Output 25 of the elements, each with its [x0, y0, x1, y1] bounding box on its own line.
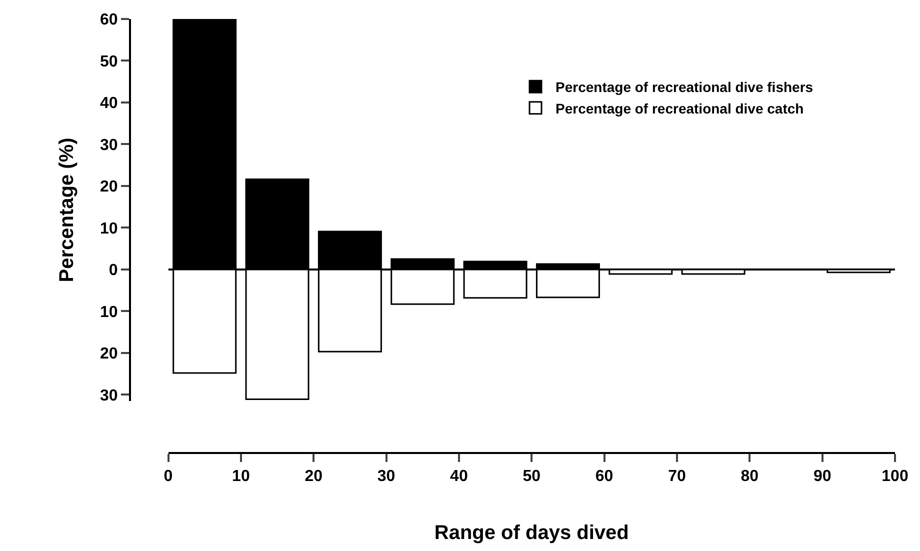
- x-tick-label: 60: [595, 468, 614, 486]
- y-tick-label: 20: [100, 178, 118, 196]
- x-tick-label: 90: [813, 468, 832, 486]
- x-tick-label: 10: [232, 468, 250, 486]
- y-tick-label: 50: [100, 53, 118, 70]
- x-tick-label: 100: [882, 468, 908, 486]
- x-tick-label: 20: [304, 468, 323, 486]
- x-tick-label: 50: [522, 468, 541, 486]
- y-tick-label: 30: [100, 387, 118, 404]
- y-tick-label: 20: [100, 346, 118, 363]
- y-tick-label: 60: [100, 12, 118, 29]
- x-tick-label: 70: [668, 468, 686, 486]
- y-tick-label: 0: [108, 262, 118, 280]
- y-axis-title: Percentage (%): [56, 138, 78, 282]
- y-tick-label: 10: [100, 220, 118, 238]
- x-tick-label: 30: [377, 468, 396, 486]
- y-tick-label: 30: [100, 136, 118, 154]
- y-tick-label: 40: [100, 95, 118, 112]
- y-tick-label: 10: [100, 304, 118, 321]
- x-tick-label: 80: [740, 468, 759, 486]
- legend-label: Percentage of recreational dive fishers: [556, 79, 814, 96]
- x-tick-label: 40: [450, 468, 468, 486]
- x-tick-label: 0: [164, 468, 173, 486]
- legend-label: Percentage of recreational dive catch: [556, 100, 804, 116]
- x-axis-title: Range of days dived: [434, 522, 629, 544]
